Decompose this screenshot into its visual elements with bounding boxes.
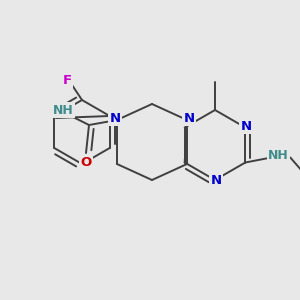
Text: F: F xyxy=(62,74,72,86)
Text: N: N xyxy=(210,175,222,188)
Text: N: N xyxy=(110,112,121,124)
Text: O: O xyxy=(80,157,92,169)
Text: N: N xyxy=(241,120,252,133)
Text: NH: NH xyxy=(52,103,74,116)
Text: N: N xyxy=(183,112,195,124)
Text: NH: NH xyxy=(268,149,289,162)
